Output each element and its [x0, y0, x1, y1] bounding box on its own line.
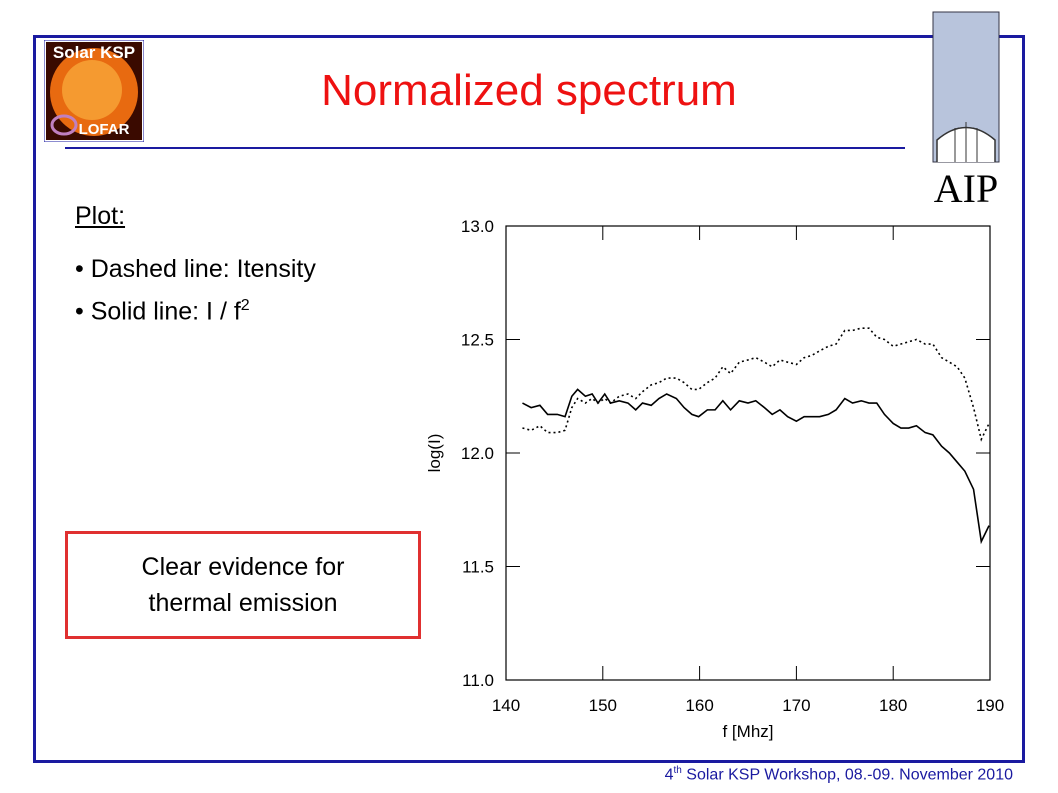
aip-logo: AIP — [932, 11, 1000, 210]
callout-line: Clear evidence for — [141, 553, 345, 581]
x-tick-label: 190 — [976, 696, 1004, 715]
y-tick-label: 12.0 — [461, 444, 494, 463]
x-tick-label: 170 — [782, 696, 810, 715]
footer-suffix: th — [673, 765, 682, 776]
bullet: • Dashed line: Itensity — [75, 255, 316, 283]
footer-text: Solar KSP Workshop, 08.-09. November 201… — [686, 766, 1013, 784]
x-axis-label: f [Mhz] — [722, 722, 773, 741]
solar-ksp-logo: Solar KSP LOFAR — [44, 40, 144, 142]
y-tick-label: 12.5 — [461, 331, 494, 350]
x-tick-label: 160 — [685, 696, 713, 715]
y-tick-label: 11.0 — [462, 671, 494, 690]
bullet-text: Solid line: I / f — [90, 297, 241, 326]
data-line — [522, 388, 990, 545]
slide-title: Normalized spectrum — [321, 66, 737, 115]
x-tick-label: 180 — [879, 696, 907, 715]
logo-text: Solar KSP — [53, 43, 135, 62]
footer: 4th Solar KSP Workshop, 08.-09. November… — [665, 765, 1013, 784]
callout-box: Clear evidence for thermal emission — [65, 531, 421, 639]
y-tick-label: 11.5 — [462, 558, 494, 577]
superscript: 2 — [240, 297, 250, 314]
data-line — [522, 327, 990, 442]
y-tick-label: 13.0 — [461, 217, 494, 236]
x-tick-label: 150 — [589, 696, 617, 715]
logo-text: LOFAR — [79, 121, 130, 138]
title-rule — [65, 147, 905, 149]
bullet: • Solid line: I / f2 — [75, 297, 250, 326]
notes-heading: Plot: — [75, 202, 126, 230]
y-axis-label: log(I) — [425, 434, 444, 473]
logo-text: AIP — [934, 166, 998, 210]
x-tick-label: 140 — [492, 696, 520, 715]
plot-frame — [505, 225, 991, 681]
callout-line: thermal emission — [148, 589, 338, 617]
footer-number: 4 — [664, 766, 674, 784]
slide-frame — [33, 35, 1025, 763]
bullet-text: Dashed line: Itensity — [90, 255, 316, 283]
